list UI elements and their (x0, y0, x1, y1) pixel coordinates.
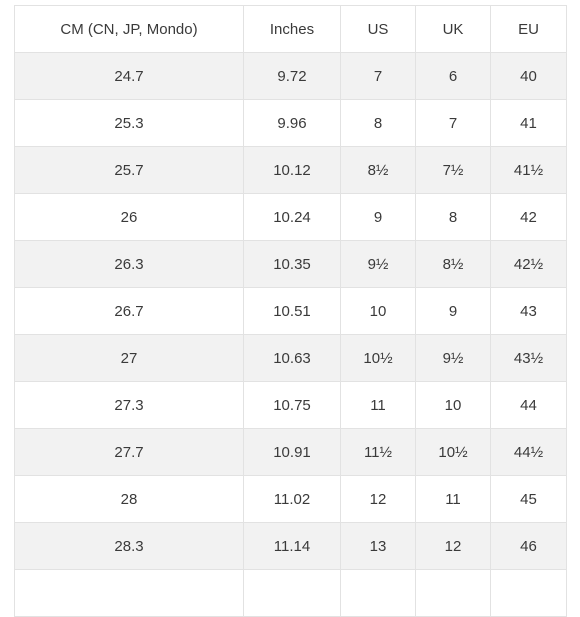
cell-uk: 9½ (415, 334, 491, 382)
cell-inches: 10.35 (243, 240, 341, 288)
cell-inches: 10.24 (243, 193, 341, 241)
table-row: 28.3 11.14 13 12 46 (14, 522, 567, 570)
table-row (14, 569, 567, 617)
cell-us: 11 (340, 381, 416, 429)
cell-eu (490, 569, 567, 617)
cell-eu: 44 (490, 381, 567, 429)
cell-inches: 10.91 (243, 428, 341, 476)
cell-inches: 9.96 (243, 99, 341, 147)
cell-uk: 11 (415, 475, 491, 523)
cell-cm: 25.3 (14, 99, 244, 147)
cell-cm (14, 569, 244, 617)
cell-uk: 9 (415, 287, 491, 335)
cell-eu: 46 (490, 522, 567, 570)
header-cm: CM (CN, JP, Mondo) (14, 5, 244, 53)
cell-uk: 8½ (415, 240, 491, 288)
cell-us: 10½ (340, 334, 416, 382)
cell-us: 9 (340, 193, 416, 241)
cell-us: 8 (340, 99, 416, 147)
cell-eu: 44½ (490, 428, 567, 476)
table-row: 27.7 10.91 11½ 10½ 44½ (14, 428, 567, 476)
cell-us: 11½ (340, 428, 416, 476)
header-uk: UK (415, 5, 491, 53)
cell-inches: 9.72 (243, 52, 341, 100)
table-row: 27.3 10.75 11 10 44 (14, 381, 567, 429)
cell-uk: 10½ (415, 428, 491, 476)
cell-us: 12 (340, 475, 416, 523)
header-eu: EU (490, 5, 567, 53)
cell-inches: 10.75 (243, 381, 341, 429)
cell-uk (415, 569, 491, 617)
cell-inches: 11.14 (243, 522, 341, 570)
cell-eu: 42 (490, 193, 567, 241)
cell-uk: 12 (415, 522, 491, 570)
cell-cm: 28.3 (14, 522, 244, 570)
cell-cm: 24.7 (14, 52, 244, 100)
cell-cm: 27.3 (14, 381, 244, 429)
cell-cm: 26.3 (14, 240, 244, 288)
cell-us: 8½ (340, 146, 416, 194)
cell-us: 9½ (340, 240, 416, 288)
cell-eu: 42½ (490, 240, 567, 288)
cell-inches: 11.02 (243, 475, 341, 523)
cell-inches: 10.12 (243, 146, 341, 194)
cell-us: 13 (340, 522, 416, 570)
table-row: 26.3 10.35 9½ 8½ 42½ (14, 240, 567, 288)
cell-uk: 10 (415, 381, 491, 429)
cell-eu: 43 (490, 287, 567, 335)
cell-inches: 10.51 (243, 287, 341, 335)
table-header-row: CM (CN, JP, Mondo) Inches US UK EU (14, 5, 567, 53)
cell-cm: 26.7 (14, 287, 244, 335)
cell-uk: 6 (415, 52, 491, 100)
cell-eu: 43½ (490, 334, 567, 382)
cell-cm: 28 (14, 475, 244, 523)
table-row: 28 11.02 12 11 45 (14, 475, 567, 523)
cell-us: 10 (340, 287, 416, 335)
size-conversion-table: CM (CN, JP, Mondo) Inches US UK EU 24.7 … (14, 5, 567, 617)
table-row: 24.7 9.72 7 6 40 (14, 52, 567, 100)
table-row: 25.7 10.12 8½ 7½ 41½ (14, 146, 567, 194)
cell-eu: 41½ (490, 146, 567, 194)
cell-us: 7 (340, 52, 416, 100)
cell-uk: 8 (415, 193, 491, 241)
cell-eu: 40 (490, 52, 567, 100)
header-inches: Inches (243, 5, 341, 53)
table-row: 26 10.24 9 8 42 (14, 193, 567, 241)
cell-eu: 41 (490, 99, 567, 147)
cell-us (340, 569, 416, 617)
table-row: 25.3 9.96 8 7 41 (14, 99, 567, 147)
size-conversion-table-container: CM (CN, JP, Mondo) Inches US UK EU 24.7 … (14, 5, 567, 617)
cell-cm: 26 (14, 193, 244, 241)
cell-uk: 7½ (415, 146, 491, 194)
cell-inches: 10.63 (243, 334, 341, 382)
cell-inches (243, 569, 341, 617)
cell-uk: 7 (415, 99, 491, 147)
cell-eu: 45 (490, 475, 567, 523)
cell-cm: 27 (14, 334, 244, 382)
cell-cm: 25.7 (14, 146, 244, 194)
header-us: US (340, 5, 416, 53)
table-row: 27 10.63 10½ 9½ 43½ (14, 334, 567, 382)
cell-cm: 27.7 (14, 428, 244, 476)
table-row: 26.7 10.51 10 9 43 (14, 287, 567, 335)
